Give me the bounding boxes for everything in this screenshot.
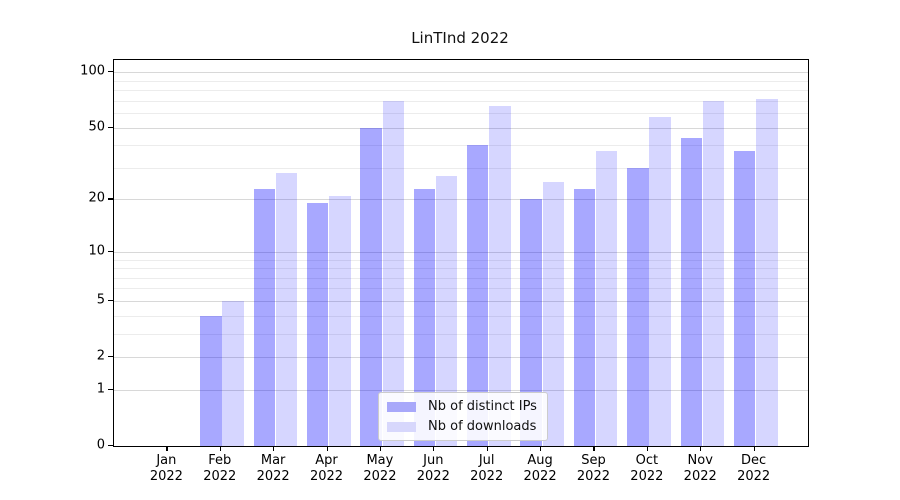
- bar-oct-downloads: [649, 117, 671, 446]
- gridline-5: [114, 300, 808, 302]
- legend-label: Nb of distinct IPs: [428, 399, 537, 414]
- y-tick-mark-100: [108, 71, 113, 73]
- bar-nov-distinct-ips: [680, 137, 703, 446]
- gridline-8: [114, 268, 808, 270]
- gridline-70: [114, 100, 808, 102]
- bar-dec-downloads: [756, 98, 778, 446]
- x-tick-label-mar: Mar 2022: [256, 453, 290, 484]
- bar-feb-downloads: [222, 300, 244, 446]
- legend-swatch-distinct-ips: [387, 401, 416, 412]
- gridline-2: [114, 357, 808, 359]
- x-tick-label-jun: Jun 2022: [416, 453, 450, 484]
- x-tick-label-may: May 2022: [363, 453, 397, 484]
- y-tick-label-50: 50: [88, 119, 105, 135]
- x-tick-mark-mar: [273, 446, 275, 451]
- x-tick-mark-jul: [486, 446, 488, 451]
- x-tick-label-jul: Jul 2022: [470, 453, 504, 484]
- x-tick-mark-feb: [219, 446, 221, 451]
- legend-swatch-downloads: [387, 421, 416, 432]
- gridline-10: [114, 251, 808, 253]
- x-tick-mark-nov: [700, 446, 702, 451]
- bar-feb-distinct-ips: [200, 315, 222, 446]
- gridline-7: [114, 277, 808, 279]
- gridline-3: [114, 333, 808, 335]
- bar-dec-distinct-ips: [734, 151, 756, 446]
- y-tick-label-10: 10: [88, 243, 105, 259]
- bar-nov-downloads: [702, 100, 725, 446]
- x-tick-mark-aug: [540, 446, 542, 451]
- y-tick-label-20: 20: [88, 190, 105, 206]
- bar-sep-distinct-ips: [573, 188, 596, 446]
- x-tick-mark-oct: [646, 446, 649, 451]
- x-tick-label-feb: Feb 2022: [203, 453, 237, 484]
- x-tick-label-oct: Oct 2022: [630, 453, 664, 484]
- legend-item-downloads: Nb of downloads: [387, 419, 537, 434]
- x-tick-label-jan: Jan 2022: [149, 453, 183, 484]
- bar-jul-downloads: [489, 105, 511, 446]
- bar-apr-distinct-ips: [306, 203, 329, 446]
- x-tick-mark-may: [379, 446, 382, 451]
- x-tick-mark-jan: [166, 446, 168, 451]
- x-tick-mark-dec: [753, 446, 755, 451]
- gridline-20: [114, 199, 808, 201]
- bar-mar-distinct-ips: [253, 188, 275, 446]
- y-tick-mark-2: [108, 356, 113, 358]
- plot-area: [113, 59, 809, 447]
- gridline-1: [114, 389, 808, 391]
- bar-aug-distinct-ips: [520, 199, 542, 446]
- x-tick-label-nov: Nov 2022: [683, 453, 717, 484]
- gridline-9: [114, 259, 808, 261]
- y-tick-label-1: 1: [96, 381, 105, 397]
- bar-apr-downloads: [329, 195, 351, 446]
- gridline-6: [114, 288, 808, 290]
- y-tick-mark-0: [108, 445, 113, 447]
- x-tick-mark-apr: [326, 446, 328, 451]
- bar-jun-distinct-ips: [413, 188, 436, 446]
- x-tick-mark-sep: [593, 446, 595, 451]
- legend-item-distinct-ips: Nb of distinct IPs: [387, 399, 537, 414]
- bar-may-distinct-ips: [360, 127, 382, 446]
- gridline-60: [114, 113, 808, 115]
- bar-sep-downloads: [596, 151, 618, 446]
- y-tick-label-100: 100: [80, 63, 105, 79]
- y-tick-mark-50: [108, 126, 113, 128]
- gridline-90: [114, 80, 808, 82]
- legend: Nb of distinct IPs Nb of downloads: [378, 392, 548, 441]
- bar-mar-downloads: [275, 173, 298, 446]
- y-tick-mark-1: [108, 388, 113, 391]
- y-tick-mark-10: [108, 250, 113, 252]
- x-tick-label-dec: Dec 2022: [737, 453, 771, 484]
- gridline-40: [114, 145, 808, 147]
- gridline-4: [114, 315, 808, 317]
- x-tick-label-aug: Aug 2022: [523, 453, 557, 484]
- gridline-30: [114, 167, 808, 169]
- legend-label: Nb of downloads: [428, 419, 537, 434]
- chart-title: LinTInd 2022: [411, 29, 509, 47]
- bar-may-downloads: [382, 100, 404, 446]
- y-tick-label-2: 2: [96, 348, 105, 364]
- bar-jun-downloads: [435, 176, 458, 446]
- x-tick-label-apr: Apr 2022: [309, 453, 344, 484]
- y-tick-mark-5: [108, 299, 113, 302]
- x-tick-label-sep: Sep 2022: [576, 453, 610, 484]
- gridline-50: [114, 127, 808, 129]
- gridline-80: [114, 90, 808, 92]
- y-tick-mark-20: [108, 198, 113, 200]
- bar-aug-downloads: [542, 182, 565, 446]
- y-tick-label-0: 0: [96, 437, 105, 453]
- bar-oct-distinct-ips: [627, 167, 649, 446]
- y-tick-label-5: 5: [96, 292, 105, 308]
- bar-jul-distinct-ips: [467, 145, 489, 446]
- x-tick-mark-jun: [433, 446, 435, 451]
- gridline-100: [114, 72, 808, 74]
